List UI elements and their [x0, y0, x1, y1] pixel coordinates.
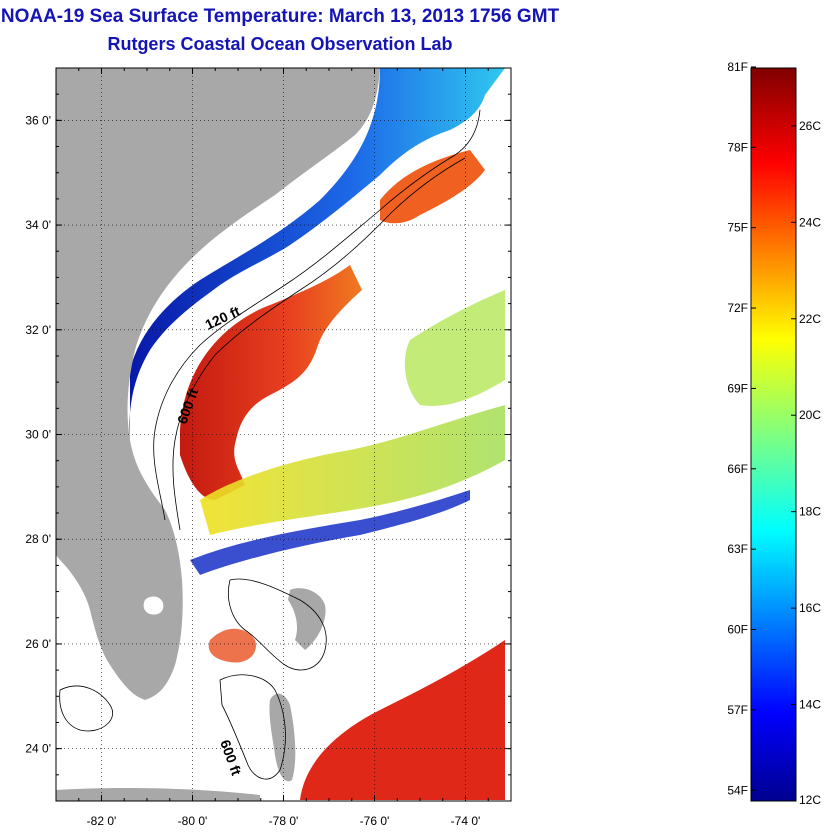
colorbar-f-label: 57F [727, 703, 748, 717]
cuba-land [56, 787, 260, 801]
colorbar-f-label: 69F [727, 381, 748, 395]
coastal-cold-water [129, 68, 505, 440]
map-subtitle: Rutgers Coastal Ocean Observation Lab [107, 34, 453, 54]
lat-tick-label: 32 0' [25, 323, 51, 337]
contour-120ft [153, 109, 481, 521]
south-warm-patch [208, 628, 256, 663]
colorbar-gradient [750, 67, 797, 802]
gulf-stream-northeast [380, 150, 485, 224]
cold-eddies-south [190, 490, 470, 575]
lat-tick-label: 30 0' [25, 428, 51, 442]
colorbar-f-label: 66F [727, 462, 748, 476]
colorbar-c-label: 20C [799, 408, 821, 422]
lon-tick-label: -74 0' [451, 814, 481, 828]
map-title: NOAA-19 Sea Surface Temperature: March 1… [0, 6, 560, 27]
mid-temperature-patch [404, 290, 505, 406]
colorbar-c-label: 24C [799, 215, 821, 229]
contour-keys [59, 685, 113, 732]
contour-bahamas [228, 578, 327, 671]
contour-bahamas-south [219, 674, 286, 780]
colorbar-f-label: 75F [727, 221, 748, 235]
colorbar-f-label: 63F [727, 542, 748, 556]
lon-tick-label: -82 0' [87, 814, 117, 828]
colorbar-c-label: 12C [799, 793, 821, 807]
lon-tick-label: -76 0' [360, 814, 390, 828]
colorbar-c-label: 26C [799, 119, 821, 133]
south-warm-water [300, 640, 505, 800]
colorbar: 81F 78F 75F 72F 69F 66F 63F 60F 57F 54F 26C 24C 22C 2… [727, 60, 821, 807]
bahamas-island-large [269, 693, 296, 782]
colorbar-c-label: 16C [799, 601, 821, 615]
bahamas-island-north [288, 588, 326, 650]
colorbar-f-label: 78F [727, 140, 748, 154]
lon-tick-label: -80 0' [178, 814, 208, 828]
colorbar-f-label: 81F [727, 60, 748, 74]
lat-tick-label: 36 0' [25, 113, 51, 127]
land-mass [56, 68, 380, 700]
map-ticks: 36 0' 34 0' 32 0' 30 0' 28 0' 26 0' 24 0' -82 0… [25, 67, 512, 828]
land-lake [143, 596, 164, 615]
lat-tick-label: 34 0' [25, 218, 51, 232]
mid-temperature-band [200, 405, 505, 535]
lat-tick-label: 26 0' [25, 637, 51, 651]
colorbar-c-label: 22C [799, 312, 821, 326]
lat-tick-label: 24 0' [25, 742, 51, 756]
lon-tick-label: -78 0' [269, 814, 299, 828]
lat-tick-label: 28 0' [25, 532, 51, 546]
colorbar-f-label: 60F [727, 623, 748, 637]
sst-map: 120 ft 600 ft 600 ft 36 0'34 0'32 0'30 0… [25, 67, 512, 828]
colorbar-c-label: 14C [799, 698, 821, 712]
colorbar-f-label: 72F [727, 301, 748, 315]
gulf-stream-warm [180, 265, 362, 500]
contour-600ft [172, 157, 466, 531]
colorbar-f-label: 54F [727, 783, 748, 797]
colorbar-c-label: 18C [799, 505, 821, 519]
